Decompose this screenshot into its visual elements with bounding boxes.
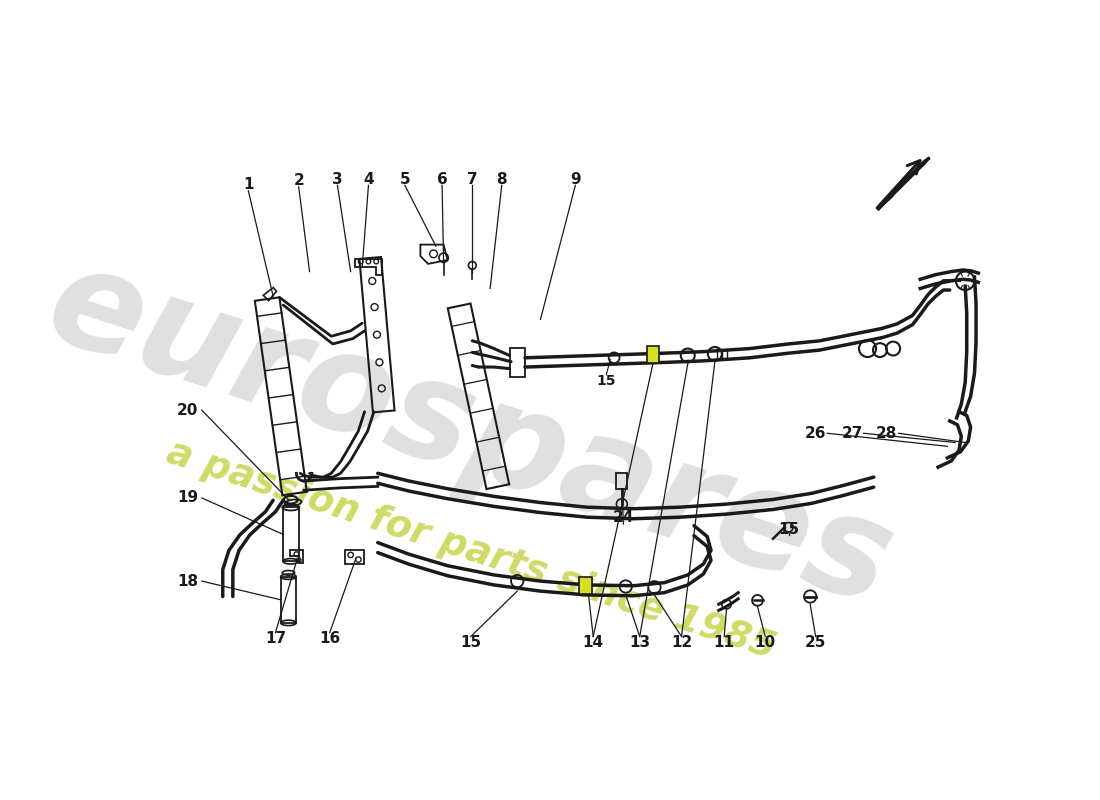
Text: 13: 13: [629, 635, 650, 650]
Text: 10: 10: [755, 635, 775, 650]
Text: 5: 5: [399, 172, 410, 186]
Bar: [509, 348, 525, 377]
Text: 25: 25: [805, 635, 826, 650]
Text: 12: 12: [671, 635, 692, 650]
Text: 7: 7: [468, 172, 477, 186]
Text: 8: 8: [496, 172, 507, 186]
Text: 3: 3: [332, 172, 343, 186]
Bar: [616, 474, 627, 489]
Text: a passion for parts since 1985: a passion for parts since 1985: [162, 434, 780, 666]
Text: 27: 27: [842, 426, 862, 441]
Text: 17: 17: [265, 631, 286, 646]
Text: 2: 2: [294, 174, 304, 188]
Text: 1: 1: [243, 177, 254, 192]
Text: 20: 20: [177, 402, 199, 418]
Text: 19: 19: [177, 490, 198, 506]
Text: 15: 15: [596, 374, 616, 388]
Text: 9: 9: [570, 172, 581, 186]
Text: 28: 28: [877, 426, 898, 441]
Text: 26: 26: [805, 426, 826, 441]
Text: 24: 24: [613, 510, 634, 526]
Text: 6: 6: [437, 172, 448, 186]
Text: 15: 15: [460, 635, 482, 650]
Text: eurospares: eurospares: [32, 235, 910, 634]
Text: 14: 14: [583, 635, 604, 650]
Text: 4: 4: [363, 172, 374, 186]
Text: 11: 11: [714, 635, 735, 650]
Bar: [647, 346, 659, 363]
Text: 16: 16: [319, 631, 340, 646]
Text: 18: 18: [177, 574, 198, 589]
Text: 15: 15: [778, 522, 799, 537]
Bar: [580, 578, 592, 594]
